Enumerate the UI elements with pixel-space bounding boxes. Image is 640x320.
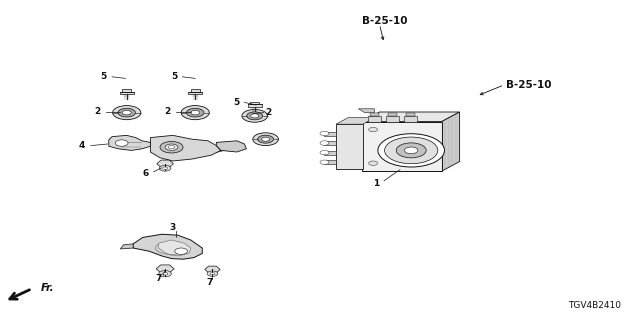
Circle shape [163,272,168,275]
Text: Fr.: Fr. [40,283,54,293]
Bar [248,104,262,107]
Bar [336,124,363,169]
Bar [404,116,417,122]
Circle shape [159,165,171,171]
Circle shape [320,131,329,136]
Circle shape [207,271,218,276]
Text: B-25-10: B-25-10 [362,16,407,26]
Bar [324,141,336,145]
Circle shape [385,137,438,164]
Bar [324,132,336,136]
Text: 3: 3 [170,223,176,232]
Polygon shape [442,112,460,171]
Circle shape [242,109,268,122]
Polygon shape [133,234,202,259]
Bar [370,113,379,116]
Bar [362,122,442,171]
Text: 5: 5 [171,72,177,81]
Circle shape [404,147,418,154]
Bar [368,116,381,122]
Circle shape [113,106,141,120]
Polygon shape [358,109,374,113]
Text: 6: 6 [143,169,149,178]
Circle shape [253,133,278,146]
Text: 2: 2 [94,108,100,116]
Circle shape [115,140,128,146]
Circle shape [378,134,445,167]
Circle shape [262,137,269,141]
Polygon shape [156,265,174,273]
Circle shape [118,108,136,117]
Text: 4: 4 [79,141,85,150]
Text: 2: 2 [266,108,272,117]
Circle shape [175,248,188,254]
Bar [120,92,134,94]
Bar [250,102,259,104]
Circle shape [320,150,329,155]
Polygon shape [157,160,173,167]
Polygon shape [159,240,191,255]
Circle shape [210,273,215,275]
Polygon shape [336,117,376,124]
Bar [388,113,397,116]
Bar [188,92,202,94]
Text: 5: 5 [234,98,240,107]
Circle shape [320,160,329,164]
Circle shape [165,144,178,150]
Text: B-25-10: B-25-10 [506,80,551,90]
Bar [191,89,200,92]
Text: 7: 7 [156,274,162,283]
Circle shape [396,143,426,158]
Polygon shape [109,135,150,150]
Polygon shape [150,135,221,161]
Circle shape [181,106,209,120]
Circle shape [186,108,204,117]
Circle shape [159,271,172,277]
Polygon shape [362,112,460,122]
Circle shape [247,112,262,120]
Polygon shape [120,244,133,249]
Circle shape [251,114,259,118]
Bar [324,160,336,164]
Text: 1: 1 [373,180,380,188]
Circle shape [320,141,329,145]
Circle shape [163,167,168,170]
Text: TGV4B2410: TGV4B2410 [568,301,621,310]
Bar [386,116,399,122]
Circle shape [369,161,378,165]
Circle shape [369,127,378,132]
Bar [406,113,415,116]
Bar [324,151,336,155]
Polygon shape [216,141,246,152]
Circle shape [258,135,273,143]
Bar [122,89,131,92]
Circle shape [160,141,183,153]
Text: 7: 7 [207,278,213,287]
Circle shape [191,110,200,115]
Circle shape [122,110,131,115]
Polygon shape [205,266,220,273]
Text: 2: 2 [164,108,171,116]
Circle shape [168,146,175,149]
Text: 5: 5 [100,72,107,81]
